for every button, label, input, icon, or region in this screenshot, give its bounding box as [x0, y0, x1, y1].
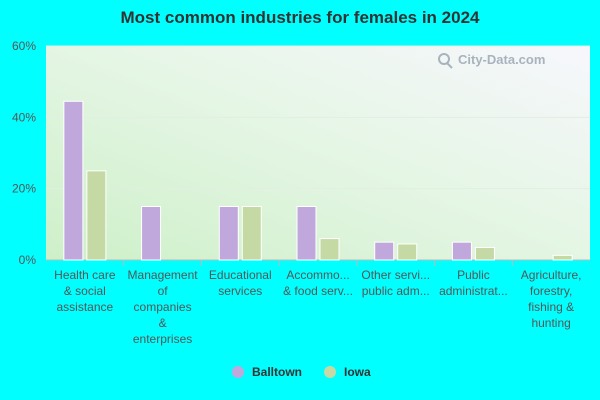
bar-balltown[interactable]: [296, 206, 317, 261]
x-tick-label: Agriculture, forestry, fishing & hunting: [521, 268, 582, 330]
bar-iowa[interactable]: [241, 206, 262, 261]
legend-label: Iowa: [344, 365, 371, 379]
x-tick-label: Public administrat...: [439, 268, 508, 298]
gridlines: [46, 45, 590, 261]
bar-balltown[interactable]: [451, 241, 472, 261]
bar-balltown[interactable]: [141, 206, 162, 261]
y-axis-ticks: 0% 20% 40% 60%: [12, 39, 36, 267]
magnifier-chart-icon: [438, 53, 453, 69]
x-tick-label: Other servi... public adm...: [361, 268, 430, 298]
x-tick-label: Educational services: [209, 268, 272, 298]
bar-iowa[interactable]: [474, 247, 495, 261]
legend-swatch: [324, 366, 336, 378]
x-tick-label: Management of companies & enterprises: [128, 268, 199, 346]
x-tick-label: Health care & social assistance: [54, 268, 116, 314]
chart-title: Most common industries for females in 20…: [120, 8, 480, 27]
bar-balltown[interactable]: [218, 206, 239, 261]
bar-iowa[interactable]: [319, 238, 340, 261]
legend-swatch: [232, 366, 244, 378]
y-tick-label: 20%: [12, 182, 36, 196]
watermark-text: City-Data.com: [458, 52, 545, 67]
bar-iowa[interactable]: [552, 254, 573, 261]
legend-label: Balltown: [252, 365, 302, 379]
bar-balltown[interactable]: [63, 100, 84, 261]
watermark: City-Data.com: [438, 52, 545, 69]
y-tick-label: 40%: [12, 110, 36, 124]
bar-balltown[interactable]: [374, 241, 395, 261]
bars: [63, 100, 573, 261]
bar-iowa[interactable]: [86, 170, 107, 261]
plot-area: [46, 46, 590, 260]
y-tick-label: 0%: [19, 253, 37, 267]
y-tick-label: 60%: [12, 39, 36, 53]
bar-iowa[interactable]: [397, 243, 418, 261]
x-tick-label: Accommo... & food serv...: [283, 268, 353, 298]
legend: Balltown Iowa: [232, 365, 371, 379]
x-axis-ticks: Health care & social assistance Management o…: [54, 260, 581, 346]
